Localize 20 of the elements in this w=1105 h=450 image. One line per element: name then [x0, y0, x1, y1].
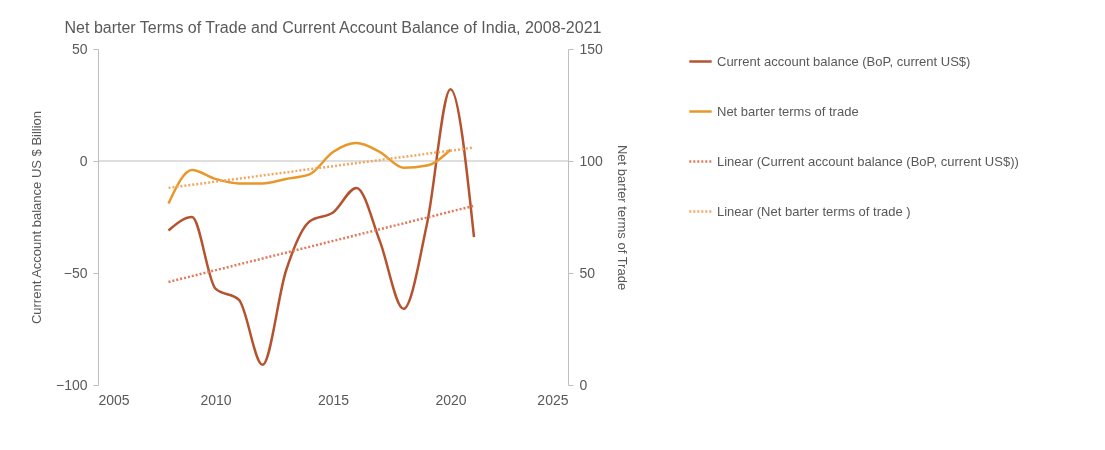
y-tick-label: −50	[63, 264, 88, 281]
x-tick-label: 2005	[98, 391, 130, 408]
legend-label: Linear (Current account balance (BoP, current US$))	[717, 153, 1019, 169]
y2-axis-title: Net barter terms of Trade	[614, 144, 630, 291]
y2-tick-label: 100	[579, 152, 604, 169]
legend-label: Net barter terms of trade	[717, 103, 859, 119]
y-tick-label: 50	[71, 40, 88, 57]
y-tick-label: −100	[55, 376, 88, 393]
y2-tick-label: 0	[579, 376, 588, 393]
x-tick-label: 2015	[317, 391, 350, 408]
x-tick-label: 2010	[200, 391, 232, 408]
legend-label: Current account balance (BoP, current US$)	[717, 53, 971, 69]
legend-label: Linear (Net barter terms of trade )	[717, 203, 911, 219]
y2-tick-label: 150	[579, 40, 604, 57]
y-tick-label: 0	[79, 152, 88, 169]
y2-tick-label: 50	[579, 264, 596, 281]
y-axis-title: Current Account balance US $ Billion	[28, 110, 44, 325]
x-tick-label: 2025	[537, 391, 569, 408]
x-tick-label: 2020	[435, 391, 467, 408]
chart-title: Net barter Terms of Trade and Current Account Balance of India, 2008-2021	[64, 19, 602, 36]
